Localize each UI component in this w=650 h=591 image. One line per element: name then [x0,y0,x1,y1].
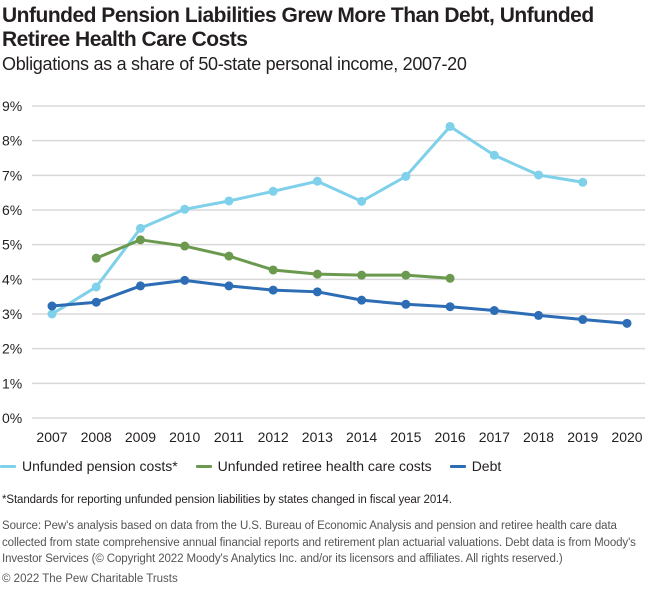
data-point-health [91,253,101,263]
legend-item-debt: Debt [449,458,502,474]
data-point-pension [47,309,57,319]
y-tick-label: 8% [2,133,22,149]
data-point-pension [357,196,367,206]
data-point-pension [224,196,234,206]
data-point-health [268,265,278,275]
x-tick-label: 2013 [302,429,333,445]
x-tick-label: 2016 [434,429,465,445]
data-point-pension [578,177,588,187]
chart-title: Unfunded Pension Liabilities Grew More T… [2,4,594,51]
data-point-health [224,251,234,261]
y-tick-label: 0% [2,410,22,426]
series-line-debt [50,278,629,325]
data-point-pension [180,204,190,214]
x-tick-label: 2014 [346,429,377,445]
legend-swatch-debt [449,464,466,468]
data-point-health [135,235,145,245]
legend-label-pension: Unfunded pension costs* [22,458,178,474]
data-point-debt [180,275,190,285]
line-chart: 0% 1% 2% 3% 4% 5% 6% 7% 8% 9% 2007 2008 2009 2010 2011… [2,98,645,445]
data-point-health [312,269,322,279]
data-point-debt [47,301,57,311]
data-point-debt [312,287,322,297]
data-point-pension [489,150,499,160]
data-point-debt [489,306,499,316]
data-point-debt [224,281,234,291]
data-point-pension [135,223,145,233]
x-tick-label: 2010 [169,429,200,445]
y-tick-label: 1% [2,375,22,391]
y-tick-label: 3% [2,306,22,322]
data-point-debt [622,318,632,328]
data-point-debt [268,285,278,295]
y-tick-label: 6% [2,202,22,218]
legend-label-health: Unfunded retiree health care costs [217,458,432,474]
data-point-debt [357,295,367,305]
data-point-debt [135,281,145,291]
x-tick-label: 2007 [36,429,67,445]
x-tick-label: 2019 [567,429,598,445]
data-point-debt [401,299,411,309]
x-tick-label: 2008 [81,429,112,445]
data-point-health [401,270,411,280]
series-line-pension [50,124,585,316]
x-tick-label: 2011 [214,429,244,445]
x-tick-label: 2012 [258,429,289,445]
source-note: Source: Pew's analysis based on data fro… [2,520,636,565]
copyright: © 2022 The Pew Charitable Trusts [2,573,178,585]
y-tick-label: 9% [2,98,22,114]
data-point-debt [445,302,455,312]
data-point-pension [445,121,455,131]
data-point-pension [401,171,411,181]
legend-swatch-pension [0,464,16,468]
data-point-pension [534,170,544,180]
data-point-debt [578,315,588,325]
legend-label-debt: Debt [471,458,502,474]
data-point-pension [312,176,322,186]
x-tick-label: 2015 [390,429,421,445]
data-point-debt [91,297,101,307]
x-tick-label: 2020 [611,429,642,445]
legend-swatch-health [195,464,212,468]
y-tick-label: 5% [2,237,22,253]
data-point-debt [534,310,544,320]
data-point-health [180,241,190,251]
data-point-pension [268,186,278,196]
legend: Unfunded pension costs* Unfunded retiree… [0,458,519,474]
footnote: *Standards for reporting unfunded pensio… [2,494,452,506]
data-point-health [445,273,455,283]
y-tick-label: 7% [2,167,22,183]
x-tick-label: 2017 [479,429,510,445]
data-point-pension [91,282,101,292]
data-point-health [357,270,367,280]
x-tick-label: 2018 [523,429,554,445]
legend-item-health: Unfunded retiree health care costs [195,458,432,474]
chart-subtitle: Obligations as a share of 50-state perso… [2,54,467,74]
y-tick-label: 4% [2,271,22,287]
legend-item-pension: Unfunded pension costs* [0,458,178,474]
y-tick-label: 2% [2,341,22,357]
x-tick-label: 2009 [125,429,156,445]
